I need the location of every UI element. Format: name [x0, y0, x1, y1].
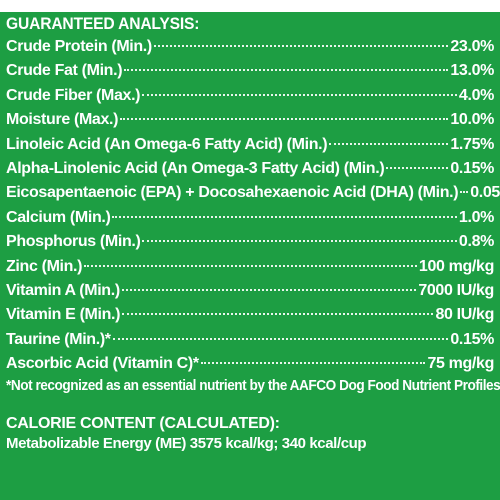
- row-value: 0.8%: [458, 233, 494, 251]
- row-label: Crude Fat (Min.): [6, 62, 123, 80]
- metabolizable-energy-line: Metabolizable Energy (ME) 3575 kcal/kg; …: [6, 435, 367, 453]
- row-value: 4.0%: [458, 86, 494, 104]
- dot-leader: [84, 264, 417, 267]
- analysis-row: Calcium (Min.) 1.0%: [6, 206, 494, 230]
- row-value: 0.15%: [450, 159, 494, 177]
- analysis-row: Taurine (Min.)* 0.15%: [6, 328, 494, 352]
- row-label: Moisture (Max.): [6, 111, 119, 129]
- analysis-row: Crude Protein (Min.) 23.0%: [6, 35, 494, 59]
- row-label: Zinc (Min.): [6, 257, 83, 275]
- row-label: Vitamin E (Min.): [6, 306, 121, 324]
- analysis-row: Alpha-Linolenic Acid (An Omega-3 Fatty A…: [6, 157, 494, 181]
- analysis-row: Vitamin E (Min.) 80 IU/kg: [6, 303, 494, 327]
- row-label: Linoleic Acid (An Omega-6 Fatty Acid) (M…: [6, 135, 328, 153]
- row-value: 7000 IU/kg: [418, 281, 494, 299]
- analysis-row: Linoleic Acid (An Omega-6 Fatty Acid) (M…: [6, 133, 494, 157]
- dot-leader: [112, 337, 449, 340]
- row-value: 23.0%: [450, 38, 494, 55]
- dot-leader: [122, 313, 434, 316]
- dot-leader: [329, 142, 449, 145]
- analysis-row: Eicosapentaenoic (EPA) + Docosahexaenoic…: [6, 181, 500, 205]
- dot-leader: [460, 191, 469, 194]
- row-label: Ascorbic Acid (Vitamin C)*: [6, 355, 199, 373]
- row-label: Calcium (Min.): [6, 208, 111, 226]
- row-label: Eicosapentaenoic (EPA) + Docosahexaenoic…: [6, 184, 459, 202]
- dot-leader: [200, 362, 426, 365]
- row-label: Vitamin A (Min.): [6, 281, 120, 299]
- analysis-row: Crude Fiber (Max.) 4.0%: [6, 84, 494, 108]
- row-value: 0.05%: [470, 184, 500, 202]
- analysis-row: Crude Fat (Min.) 13.0%: [6, 59, 494, 83]
- dot-leader: [386, 166, 449, 169]
- row-value: 13.0%: [450, 62, 494, 80]
- row-label: Taurine (Min.)*: [6, 330, 111, 348]
- row-label: Crude Fiber (Max.): [6, 86, 141, 104]
- analysis-row: Ascorbic Acid (Vitamin C)* 75 mg/kg: [6, 352, 494, 376]
- analysis-row: Zinc (Min.) 100 mg/kg: [6, 255, 494, 279]
- analysis-row: Phosphorus (Min.) 0.8%: [6, 230, 494, 254]
- analysis-rows: Crude Protein (Min.) 23.0% Crude Fat (Mi…: [6, 35, 500, 376]
- guaranteed-analysis-heading: GUARANTEED ANALYSIS:: [6, 14, 200, 33]
- analysis-row: Moisture (Max.) 10.0%: [6, 108, 494, 132]
- row-value: 1.0%: [458, 208, 494, 226]
- row-value: 10.0%: [450, 111, 494, 129]
- dot-leader: [142, 93, 457, 96]
- dot-leader: [124, 69, 449, 72]
- row-label: Crude Protein (Min.): [6, 38, 152, 55]
- dot-leader: [153, 45, 449, 47]
- dot-leader: [121, 288, 417, 291]
- dot-leader: [120, 118, 449, 121]
- row-value: 100 mg/kg: [418, 257, 494, 275]
- calorie-content-heading: CALORIE CONTENT (CALCULATED):: [6, 415, 280, 433]
- row-value: 75 mg/kg: [427, 355, 494, 373]
- row-label: Alpha-Linolenic Acid (An Omega-3 Fatty A…: [6, 159, 385, 177]
- analysis-row: Vitamin A (Min.) 7000 IU/kg: [6, 279, 494, 303]
- row-value: 0.15%: [450, 330, 494, 348]
- dot-leader: [142, 240, 457, 243]
- aafco-footnote: *Not recognized as an essential nutrient…: [6, 378, 500, 395]
- row-value: 80 IU/kg: [435, 306, 494, 324]
- row-value: 1.75%: [450, 135, 494, 153]
- row-label: Phosphorus (Min.): [6, 233, 141, 251]
- dot-leader: [112, 215, 457, 218]
